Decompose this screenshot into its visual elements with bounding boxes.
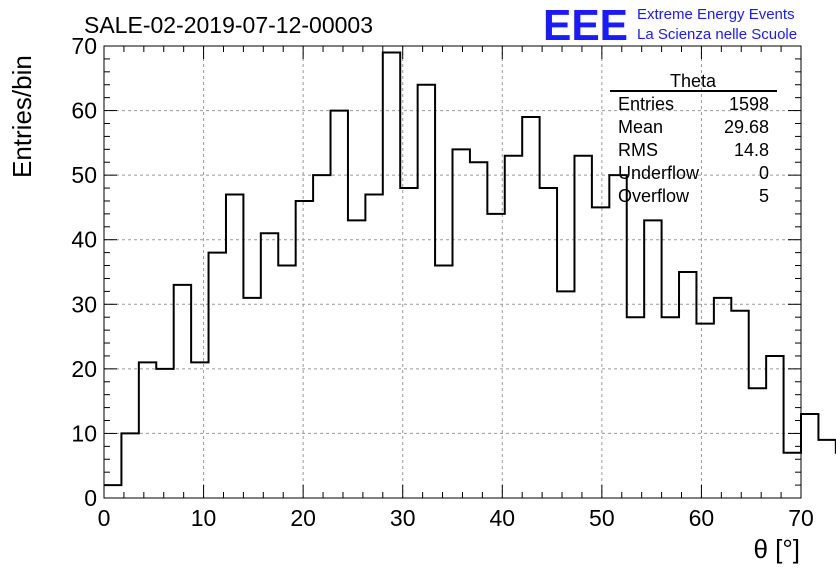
logo-line1: Extreme Energy Events bbox=[637, 6, 795, 23]
y-tick-label: 50 bbox=[71, 162, 97, 188]
logo-mark: EEE bbox=[543, 1, 628, 50]
histogram-bin bbox=[766, 356, 783, 498]
stats-value: 1598 bbox=[729, 94, 769, 114]
stats-label: Mean bbox=[618, 117, 663, 137]
histogram-bin bbox=[365, 195, 382, 498]
stats-label: RMS bbox=[618, 140, 658, 160]
stats-label: Underflow bbox=[618, 163, 700, 183]
stats-value: 29.68 bbox=[724, 117, 769, 137]
histogram-bin bbox=[278, 266, 295, 498]
histogram-bin bbox=[609, 175, 626, 498]
y-tick-labels: 0 10 20 30 40 50 60 70 bbox=[71, 33, 97, 511]
x-axis-label: θ [°] bbox=[753, 534, 800, 564]
y-tick-label: 30 bbox=[71, 291, 97, 317]
histogram-bin bbox=[818, 440, 835, 498]
stats-title: Theta bbox=[670, 71, 717, 91]
x-tick-label: 40 bbox=[489, 505, 515, 531]
y-tick-label: 70 bbox=[71, 33, 97, 59]
y-tick-label: 20 bbox=[71, 356, 97, 382]
histogram-bin bbox=[121, 433, 138, 498]
y-tick-label: 60 bbox=[71, 98, 97, 124]
y-axis-label: Entries/bin bbox=[7, 55, 37, 178]
histogram-bin bbox=[644, 220, 661, 498]
histogram-bin bbox=[679, 272, 696, 498]
histogram-bin bbox=[104, 485, 121, 498]
histogram-bin bbox=[383, 52, 400, 498]
histogram-bin bbox=[139, 362, 156, 498]
logo-line2: La Scienza nelle Scuole bbox=[637, 26, 797, 43]
histogram-bin bbox=[191, 362, 208, 498]
x-tick-label: 20 bbox=[290, 505, 316, 531]
histogram-bin bbox=[662, 317, 679, 498]
histogram-bin bbox=[505, 156, 522, 498]
x-tick-label: 60 bbox=[689, 505, 715, 531]
histogram-bin bbox=[592, 207, 609, 498]
histogram-bin bbox=[749, 388, 766, 498]
histogram-bin bbox=[453, 149, 470, 498]
x-tick-label: 70 bbox=[788, 505, 814, 531]
x-tick-label: 0 bbox=[98, 505, 111, 531]
histogram-bin bbox=[243, 298, 260, 498]
eee-logo: EEE Extreme Energy Events La Scienza nel… bbox=[543, 1, 797, 50]
histogram-bin bbox=[435, 266, 452, 498]
stats-label: Entries bbox=[618, 94, 674, 114]
y-tick-label: 10 bbox=[71, 420, 97, 446]
histogram-bin bbox=[696, 324, 713, 498]
histogram-bin bbox=[540, 188, 557, 498]
histogram-bin bbox=[331, 111, 348, 498]
histogram-bin bbox=[174, 285, 191, 498]
stats-value: 14.8 bbox=[734, 140, 769, 160]
histogram-bin bbox=[574, 156, 591, 498]
y-tick-label: 40 bbox=[71, 227, 97, 253]
histogram-bin bbox=[296, 201, 313, 498]
histogram-bin bbox=[313, 175, 330, 498]
stats-value: 5 bbox=[759, 186, 769, 206]
stats-box: Theta Entries 1598 Mean 29.68 RMS 14.8 Underfl… bbox=[610, 71, 777, 206]
histogram-bin bbox=[470, 162, 487, 498]
histogram-bin bbox=[801, 414, 818, 498]
histogram-bin bbox=[226, 195, 243, 498]
histogram-bin bbox=[418, 85, 435, 498]
histogram-bin bbox=[348, 220, 365, 498]
x-tick-labels: 0 10 20 30 40 50 60 70 bbox=[98, 505, 814, 531]
y-tick-label: 0 bbox=[84, 485, 97, 511]
histogram-bin bbox=[557, 291, 574, 498]
histogram-bin bbox=[714, 298, 731, 498]
histogram-bin bbox=[156, 369, 173, 498]
x-tick-label: 10 bbox=[191, 505, 217, 531]
histogram-bin bbox=[627, 317, 644, 498]
stats-value: 0 bbox=[759, 163, 769, 183]
chart-title: SALE-02-2019-07-12-00003 bbox=[84, 12, 373, 38]
x-tick-label: 30 bbox=[390, 505, 416, 531]
histogram-bin bbox=[487, 214, 504, 498]
histogram-bin bbox=[522, 117, 539, 498]
stats-label: Overflow bbox=[618, 186, 690, 206]
histogram-bin bbox=[261, 233, 278, 498]
histogram-bin bbox=[731, 311, 748, 498]
x-tick-label: 50 bbox=[589, 505, 615, 531]
histogram-bin bbox=[400, 188, 417, 498]
histogram-bin bbox=[209, 253, 226, 498]
